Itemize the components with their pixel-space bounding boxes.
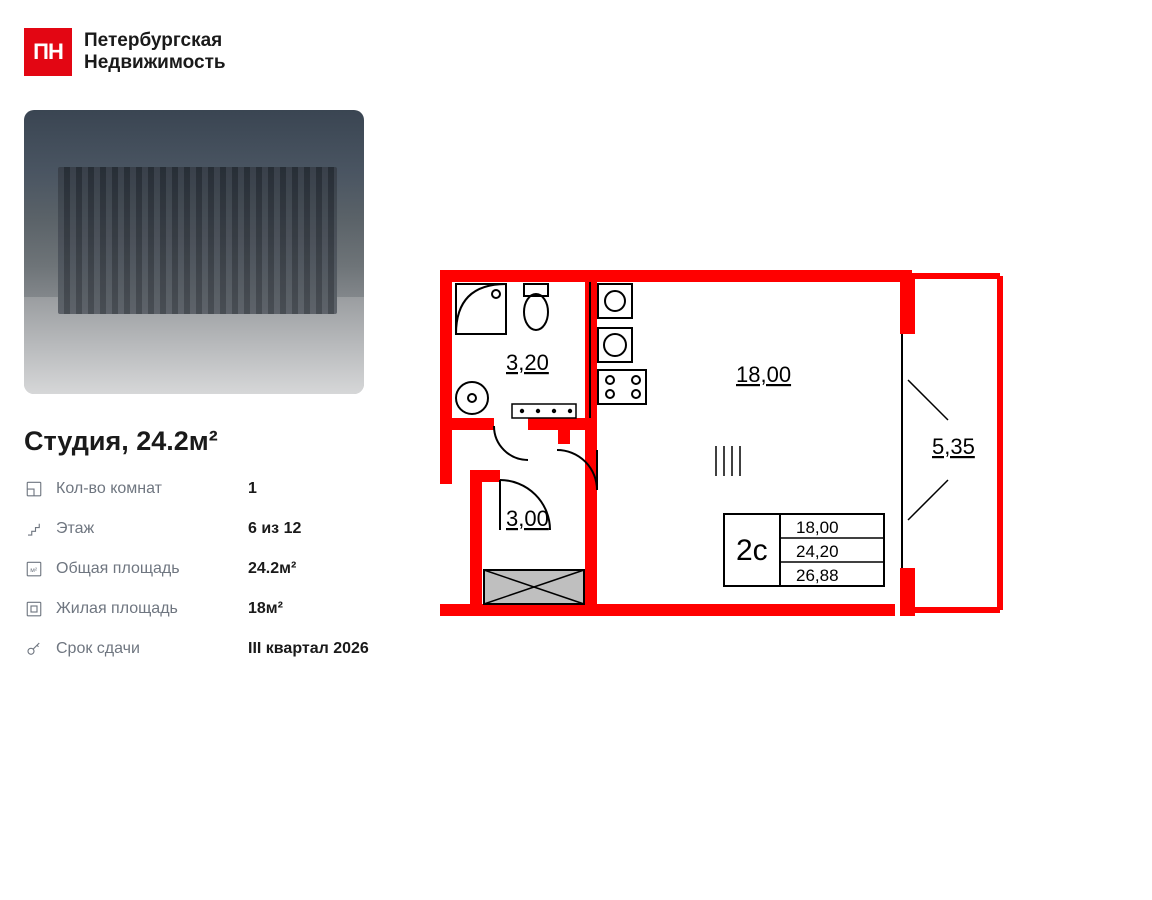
key-icon	[24, 639, 44, 659]
spec-value: 18м²	[248, 600, 283, 618]
listing-title: Студия, 24.2м²	[24, 426, 370, 457]
svg-text:18,00: 18,00	[796, 518, 839, 537]
svg-text:3,20: 3,20	[506, 350, 549, 375]
svg-text:3,00: 3,00	[506, 506, 549, 531]
spec-label: Жилая площадь	[56, 600, 236, 618]
brand-logo: ПН Петербургская Недвижимость	[24, 28, 370, 76]
spec-row-living-area: Жилая площадь 18м²	[24, 599, 370, 619]
spec-row-floor: Этаж 6 из 12	[24, 519, 370, 539]
logo-line1: Петербургская	[84, 30, 226, 52]
logo-badge: ПН	[24, 28, 72, 76]
logo-line2: Недвижимость	[84, 52, 226, 74]
spec-value: 24.2м²	[248, 560, 296, 578]
spec-label: Этаж	[56, 520, 236, 538]
rooms-icon	[24, 479, 44, 499]
svg-text:26,88: 26,88	[796, 566, 839, 585]
logo-badge-text: ПН	[33, 39, 63, 65]
spec-row-rooms: Кол-во комнат 1	[24, 479, 370, 499]
svg-text:м²: м²	[30, 567, 38, 574]
spec-label: Кол-во комнат	[56, 480, 236, 498]
svg-text:18,00: 18,00	[736, 362, 791, 387]
svg-text:2с: 2с	[736, 534, 768, 567]
spec-row-total-area: м² Общая площадь 24.2м²	[24, 559, 370, 579]
spec-row-completion: Срок сдачи III квартал 2026	[24, 639, 370, 659]
spec-label: Срок сдачи	[56, 640, 236, 658]
svg-text:24,20: 24,20	[796, 542, 839, 561]
spec-value: III квартал 2026	[248, 640, 369, 658]
spec-list: Кол-во комнат 1 Этаж 6 из 12 м² Общая пл…	[24, 479, 370, 659]
stairs-icon	[24, 519, 44, 539]
svg-text:5,35: 5,35	[932, 434, 975, 459]
spec-value: 6 из 12	[248, 520, 301, 538]
building-photo	[24, 110, 364, 394]
floorplan: 3,20 3,00 18,00 5,35 2с 18,00 24,20 26,88	[440, 270, 1080, 640]
living-area-icon	[24, 599, 44, 619]
spec-value: 1	[248, 480, 257, 498]
area-icon: м²	[24, 559, 44, 579]
spec-label: Общая площадь	[56, 560, 236, 578]
logo-text: Петербургская Недвижимость	[84, 30, 226, 74]
